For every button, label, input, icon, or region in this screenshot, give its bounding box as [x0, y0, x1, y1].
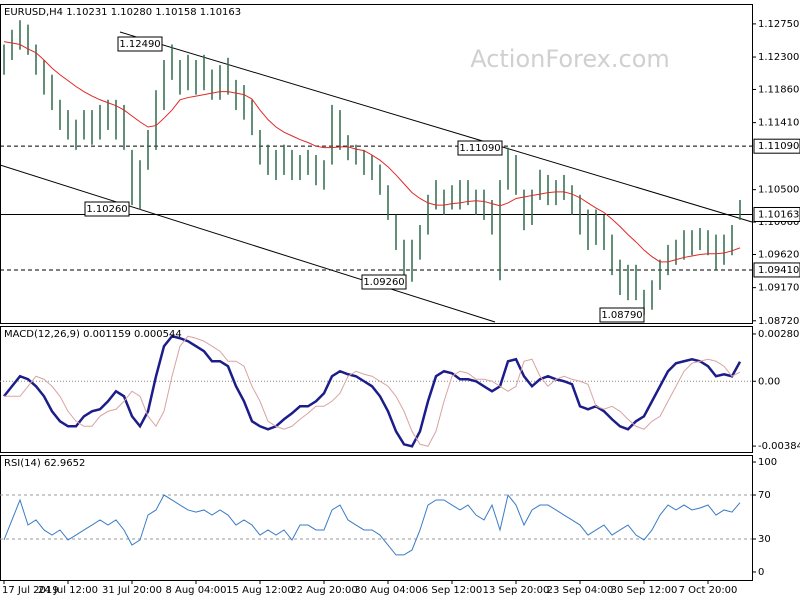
y-tick-label: 1.09620	[758, 249, 799, 260]
y-tick-label: 1.09170	[758, 283, 799, 294]
panel-title: MACD(12,26,9) 0.001159 0.000544	[4, 329, 182, 340]
x-tick-label: 13 Sep 20:00	[483, 585, 550, 596]
x-tick-label: 30 Sep 12:00	[611, 585, 678, 596]
y-tick-label: 0.00	[758, 376, 780, 387]
level-label: 1.10163	[758, 209, 799, 220]
y-tick-label: 0.002808	[758, 329, 800, 340]
level-label-box	[753, 206, 800, 222]
x-tick-label: 17 Jul 2019	[2, 585, 59, 596]
panel-frame	[0, 326, 753, 453]
x-tick-label: 6 Sep 12:00	[422, 585, 482, 596]
annotation: 1.11090	[459, 143, 500, 154]
annotation: 1.09260	[363, 277, 404, 288]
x-tick-label: 22 Aug 20:00	[290, 585, 357, 596]
x-tick-label: 7 Oct 20:00	[679, 585, 738, 596]
x-tick-label: 15 Aug 12:00	[226, 585, 293, 596]
y-tick-label: 1.12750	[758, 19, 799, 30]
level-label-box	[753, 262, 800, 278]
annotation-box	[599, 307, 645, 323]
y-tick-label: 1.10500	[758, 185, 799, 196]
indicator-line	[3, 493, 741, 556]
panel-frame	[0, 455, 753, 581]
x-tick-label: 31 Jul 20:00	[102, 585, 162, 596]
annotation-box	[117, 36, 163, 52]
y-tick-label: 1.08720	[758, 316, 799, 327]
y-tick-label: 1.11410	[758, 118, 799, 129]
annotation-box	[457, 140, 503, 156]
y-tick-label: 1.10060	[758, 217, 799, 228]
panel-frame	[0, 4, 753, 324]
level-label: 1.09410	[758, 265, 799, 276]
y-tick-label: 0	[758, 567, 764, 578]
y-tick-label: -0.003848	[758, 441, 800, 452]
indicator-line	[4, 335, 741, 447]
annotation: 1.12490	[119, 39, 160, 50]
x-tick-label: 24 Jul 12:00	[38, 585, 98, 596]
annotation: 1.08790	[601, 310, 642, 321]
y-tick-label: 1.11860	[758, 84, 799, 95]
indicator-line	[3, 334, 742, 448]
trend-line-lower	[0, 164, 496, 323]
watermark: ActionForex.com	[470, 45, 670, 73]
annotation-box	[84, 201, 130, 217]
x-tick-label: 30 Aug 04:00	[354, 585, 421, 596]
x-tick-label: 8 Aug 04:00	[165, 585, 226, 596]
level-label: 1.11090	[758, 141, 799, 152]
annotation-box	[361, 274, 407, 290]
panel-title: EURUSD,H4 1.10231 1.10280 1.10158 1.1016…	[4, 7, 241, 18]
trend-line-upper	[119, 31, 753, 223]
y-tick-label: 70	[758, 490, 771, 501]
moving-average	[3, 41, 741, 263]
panel-title: RSI(14) 62.9652	[4, 458, 85, 469]
level-label-box	[753, 138, 800, 154]
y-tick-label: 30	[758, 534, 771, 545]
x-tick-label: 23 Sep 04:00	[547, 585, 614, 596]
y-tick-label: 100	[758, 457, 777, 468]
annotation: 1.10260	[86, 204, 127, 215]
y-tick-label: 1.12300	[758, 52, 799, 63]
